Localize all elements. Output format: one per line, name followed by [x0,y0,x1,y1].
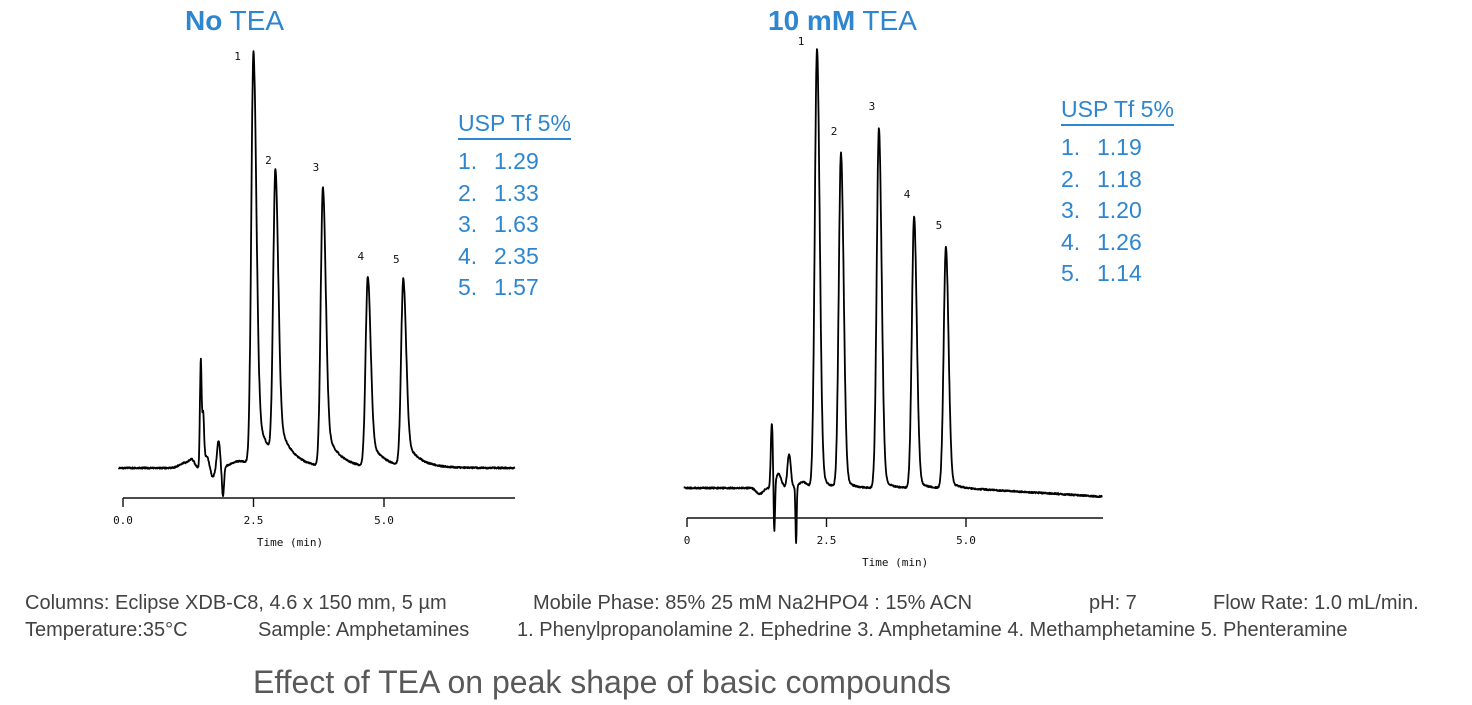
usp-tf-table-no-tea: USP Tf 5% 1. 1.29 2. 1.33 3. 1.63 4. 2.35 5. 1.57 [458,110,571,304]
condition-segment: Flow Rate: 1.0 mL/min. [1213,592,1419,614]
usp-table-row: 1. 1.19 [1061,132,1174,164]
usp-table-row: 3. 1.20 [1061,195,1174,227]
usp-tf-table-10mm-tea: USP Tf 5% 1. 1.19 2. 1.18 3. 1.20 4. 1.26 5. 1.14 [1061,96,1174,290]
condition-segment: Sample: Amphetamines [258,619,470,641]
usp-table-header: USP Tf 5% [458,110,571,140]
peak-number-label: 4 [358,250,365,263]
usp-row-number: 4. [1061,228,1081,255]
usp-table-header: USP Tf 5% [1061,96,1174,126]
chart-title-10mm-tea-bold: 10 mM [768,5,856,36]
x-axis-tick-label: 2.5 [244,514,264,527]
usp-table-row: 2. 1.18 [1061,164,1174,196]
chart-title-no-tea-rest: TEA [222,5,285,36]
chart-title-no-tea-bold: No [185,5,223,36]
usp-row-value: 1.33 [494,179,539,206]
usp-row-number: 4. [458,242,478,269]
peak-number-label: 2 [831,125,838,138]
usp-row-value: 1.19 [1097,134,1142,160]
usp-row-value: 1.26 [1097,228,1142,255]
usp-row-value: 1.20 [1097,197,1142,223]
usp-row-value: 1.57 [494,274,539,300]
x-axis-title: Time (min) [257,536,323,549]
x-axis-tick-label: 2.5 [817,534,837,547]
usp-table-row: 5. 1.57 [458,272,571,304]
conditions-line-2: Temperature:35°C Sample: Amphetamines 1. P… [0,619,1472,645]
x-axis-tick-label: 5.0 [956,534,976,547]
peak-number-label: 3 [869,100,876,113]
usp-row-number: 3. [458,211,478,237]
usp-row-value: 2.35 [494,242,539,269]
usp-row-number: 3. [1061,197,1081,223]
x-axis-tick-label: 0.0 [113,514,133,527]
condition-segment: pH: 7 [1089,592,1137,614]
usp-table-row: 5. 1.14 [1061,258,1174,290]
condition-segment: 1. Phenylpropanolamine 2. Ephedrine 3. A… [517,619,1348,641]
peak-number-label: 1 [234,50,241,63]
usp-row-number: 2. [458,179,478,206]
chart-title-10mm-tea-rest: TEA [855,5,917,36]
usp-table-row: 1. 1.29 [458,146,571,178]
peak-number-label: 5 [936,219,943,232]
condition-segment: Columns: Eclipse XDB-C8, 4.6 x 150 mm, 5… [25,592,447,614]
usp-row-value: 1.29 [494,148,539,174]
usp-row-number: 1. [1061,134,1081,160]
conditions-line-1: Columns: Eclipse XDB-C8, 4.6 x 150 mm, 5… [0,592,1472,618]
usp-row-number: 1. [458,148,478,174]
chromatogram-10mm-tea-plot: 0 2.5 5.0 Time (min) 1 2 3 4 5 [683,35,1103,569]
usp-table-row: 3. 1.63 [458,209,571,241]
peak-number-label: 1 [798,35,805,48]
condition-segment: Temperature:35°C [25,619,188,641]
chromatogram-no-tea-plot: 0.0 2.5 5.0 Time (min) 1 2 3 4 5 [113,50,516,549]
usp-table-row: 2. 1.33 [458,178,571,210]
usp-table-row: 4. 2.35 [458,241,571,273]
x-axis-tick-label: 5.0 [374,514,394,527]
usp-table-row: 4. 1.26 [1061,227,1174,259]
usp-row-number: 5. [458,274,478,300]
usp-row-value: 1.63 [494,211,539,237]
figure-caption: Effect of TEA on peak shape of basic com… [253,664,951,700]
usp-row-number: 2. [1061,165,1081,192]
x-axis-tick-label: 0 [684,534,691,547]
signal-trace [683,48,1103,544]
x-axis-title: Time (min) [862,556,928,569]
peak-number-label: 5 [393,253,400,266]
signal-trace [117,50,516,498]
chart-title-no-tea: No TEA [185,5,284,37]
usp-row-value: 1.18 [1097,165,1142,192]
usp-row-number: 5. [1061,260,1081,286]
condition-segment: Mobile Phase: 85% 25 mM Na2HPO4 : 15% AC… [533,592,973,614]
peak-number-label: 4 [904,188,911,201]
usp-row-value: 1.14 [1097,260,1142,286]
peak-number-label: 2 [265,154,272,167]
peak-number-label: 3 [313,161,320,174]
chart-title-10mm-tea: 10 mM TEA [768,5,917,37]
